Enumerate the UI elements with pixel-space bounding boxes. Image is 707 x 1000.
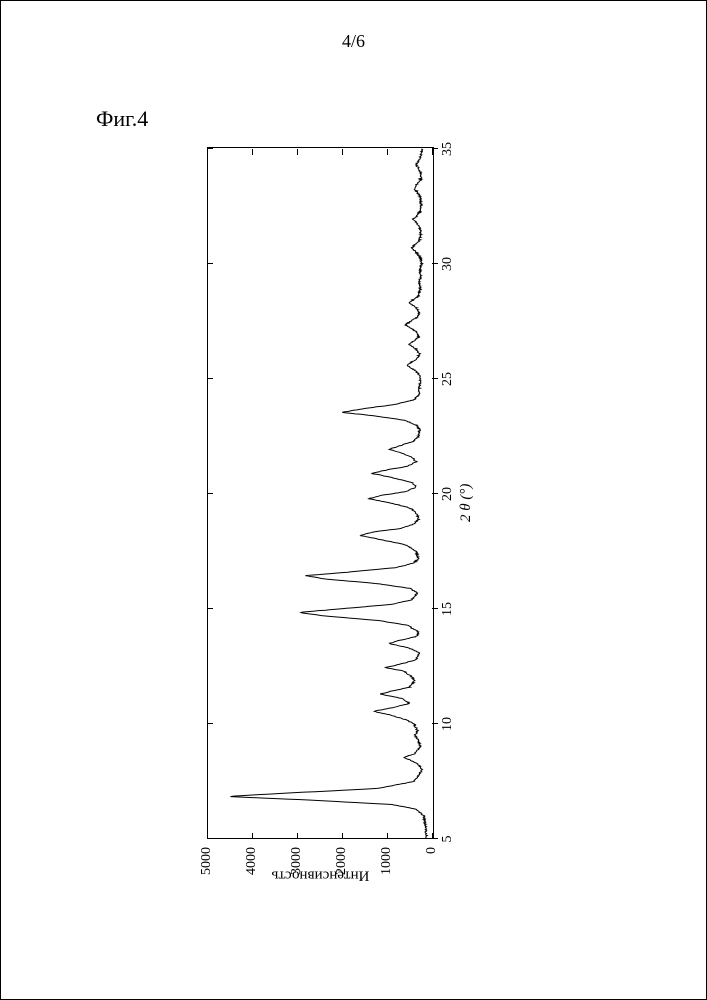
x-tick (432, 148, 438, 149)
page-container: 4/6 Фиг.4 Интенсивность 2 θ (°) 0 1000 200… (0, 0, 707, 1000)
y-tick (342, 149, 343, 155)
x-tick (432, 263, 438, 264)
x-tick-label: 35 (440, 134, 456, 164)
xrd-chart: Интенсивность 2 θ (°) 0 1000 2000 3000 4000 5… (201, 141, 477, 894)
x-tick-label: 5 (440, 824, 456, 854)
y-tick-label: 3000 (289, 847, 305, 894)
x-tick (207, 493, 213, 494)
x-tick (432, 378, 438, 379)
x-tick (207, 378, 213, 379)
y-tick-label: 2000 (334, 847, 350, 894)
x-tick-label: 10 (440, 709, 456, 739)
x-tick (432, 608, 438, 609)
x-tick-label: 30 (440, 249, 456, 279)
y-tick-label: 4000 (244, 847, 260, 894)
x-axis-label: 2 θ (°) (458, 484, 475, 522)
x-tick (432, 838, 438, 839)
x-tick (207, 263, 213, 264)
y-tick (297, 833, 298, 839)
x-tick (207, 608, 213, 609)
x-tick (432, 493, 438, 494)
y-tick (387, 149, 388, 155)
y-tick (252, 833, 253, 839)
xrd-line (231, 149, 428, 839)
x-tick-label: 15 (440, 594, 456, 624)
chart-rotated-wrap: Интенсивность 2 θ (°) 0 1000 2000 3000 4000 5… (201, 141, 477, 894)
x-tick-label: 25 (440, 364, 456, 394)
y-tick-label: 1000 (379, 847, 395, 894)
y-tick-label: 0 (424, 847, 440, 894)
figure-label: Фиг.4 (96, 106, 148, 132)
xrd-trace (201, 141, 477, 894)
x-tick (207, 838, 213, 839)
y-tick (252, 149, 253, 155)
y-axis-label: Интенсивность (271, 867, 369, 884)
y-tick (432, 149, 433, 155)
page-number: 4/6 (1, 31, 706, 52)
y-tick (207, 149, 208, 155)
y-tick (387, 833, 388, 839)
x-tick (207, 723, 213, 724)
x-tick (432, 723, 438, 724)
y-tick (342, 833, 343, 839)
y-tick-label: 5000 (199, 847, 215, 894)
x-tick (207, 148, 213, 149)
y-tick (297, 149, 298, 155)
x-tick-label: 20 (440, 479, 456, 509)
